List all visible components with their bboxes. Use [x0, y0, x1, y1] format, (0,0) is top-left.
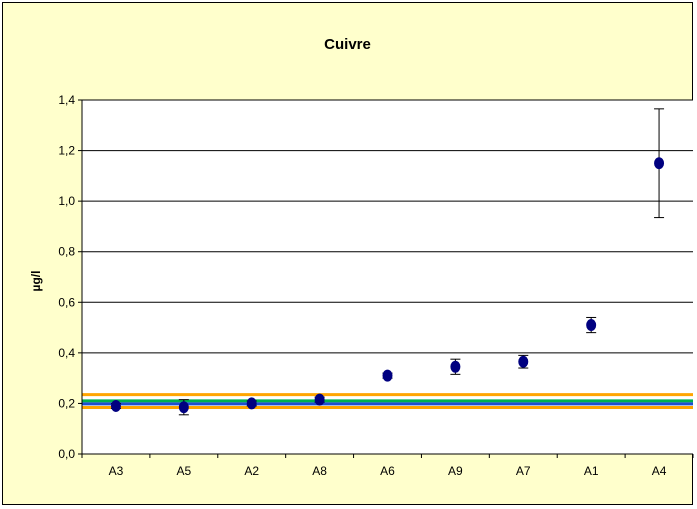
y-tick-label: 1,0	[58, 194, 75, 208]
y-axis-label: µg/l	[29, 271, 43, 292]
y-tick-label: 0,4	[58, 346, 75, 360]
data-point	[450, 360, 461, 373]
data-point	[178, 401, 189, 414]
x-tick-label: A8	[312, 464, 327, 478]
x-tick-label: A4	[652, 464, 667, 478]
x-tick-label: A7	[516, 464, 531, 478]
y-tick-label: 0,8	[58, 245, 75, 259]
y-tick-label: 1,2	[58, 144, 75, 158]
y-tick-label: 0,6	[58, 295, 75, 309]
y-tick-label: 0,0	[58, 447, 75, 461]
y-tick-label: 1,4	[58, 93, 75, 107]
data-point	[518, 355, 529, 368]
x-tick-label: A2	[244, 464, 259, 478]
data-point	[382, 369, 393, 382]
y-tick-label: 0,2	[58, 396, 75, 410]
x-tick-label: A9	[448, 464, 463, 478]
data-point	[586, 319, 597, 332]
data-point	[314, 393, 325, 406]
data-point	[246, 397, 257, 410]
x-tick-label: A3	[109, 464, 124, 478]
chart-title: Cuivre	[324, 36, 371, 53]
x-tick-label: A5	[176, 464, 191, 478]
data-point	[654, 157, 665, 170]
x-tick-label: A1	[584, 464, 599, 478]
data-point	[110, 399, 121, 412]
x-tick-label: A6	[380, 464, 395, 478]
